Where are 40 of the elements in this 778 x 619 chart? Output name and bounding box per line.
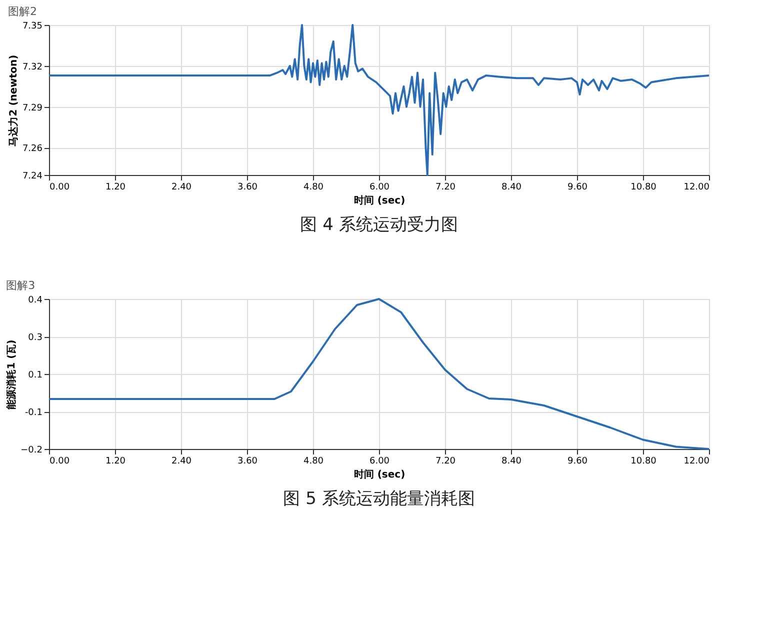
x-tick-label: 9.60	[567, 182, 588, 192]
x-tick-label: 2.40	[171, 456, 192, 466]
x-tick-label: 4.80	[303, 182, 324, 192]
x-tick-label: 10.80	[630, 456, 657, 466]
x-tick-label: 10.80	[630, 182, 657, 192]
y-tick-label: 7.35	[22, 22, 42, 32]
x-tick-label: 8.40	[501, 456, 522, 466]
caption: 图 5 系统运动能量消耗图	[283, 489, 475, 509]
y-tick-label: 7.29	[22, 103, 43, 114]
x-tick-label: 8.40	[501, 182, 522, 192]
y-axis-title: 马达力2 (newton)	[7, 54, 20, 146]
x-tick-label: 3.60	[237, 456, 258, 466]
y-tick-label: 0.1	[28, 370, 42, 380]
x-tick-label: 7.20	[435, 182, 456, 192]
x-tick-label: 0.00	[50, 456, 70, 466]
y-tick-label: 0.3	[28, 333, 42, 343]
y-tick-label: -0.1	[24, 408, 42, 418]
y-tick-label: 7.26	[22, 144, 43, 154]
x-tick-label: 2.40	[171, 182, 192, 192]
x-tick-label: 3.60	[237, 182, 258, 192]
x-tick-label: 12.00	[684, 182, 710, 192]
y-tick-label: 0.4	[28, 296, 43, 306]
x-tick-label: 0.00	[50, 182, 70, 192]
x-tick-label: 1.20	[105, 456, 126, 466]
x-tick-label: 6.00	[369, 456, 390, 466]
x-tick-label: 9.60	[567, 456, 588, 466]
y-axis-title: 能源消耗1 (瓦)	[6, 340, 18, 410]
x-axis-title: 时间 (sec)	[354, 468, 406, 480]
caption: 图 4 系统运动受力图	[300, 215, 458, 235]
x-tick-label: 4.80	[303, 456, 324, 466]
x-axis-title: 时间 (sec)	[354, 194, 406, 206]
x-tick-label: 6.00	[369, 182, 390, 192]
y-tick-label: 7.32	[22, 62, 42, 72]
chart-title: 图解2	[8, 5, 37, 18]
x-tick-label: 7.20	[435, 456, 456, 466]
y-tick-label: −0.2	[20, 446, 42, 456]
x-tick-label: 1.20	[105, 182, 126, 192]
x-tick-label: 12.00	[684, 456, 710, 466]
y-tick-label: 7.24	[22, 172, 43, 182]
chart-title: 图解3	[6, 279, 36, 292]
